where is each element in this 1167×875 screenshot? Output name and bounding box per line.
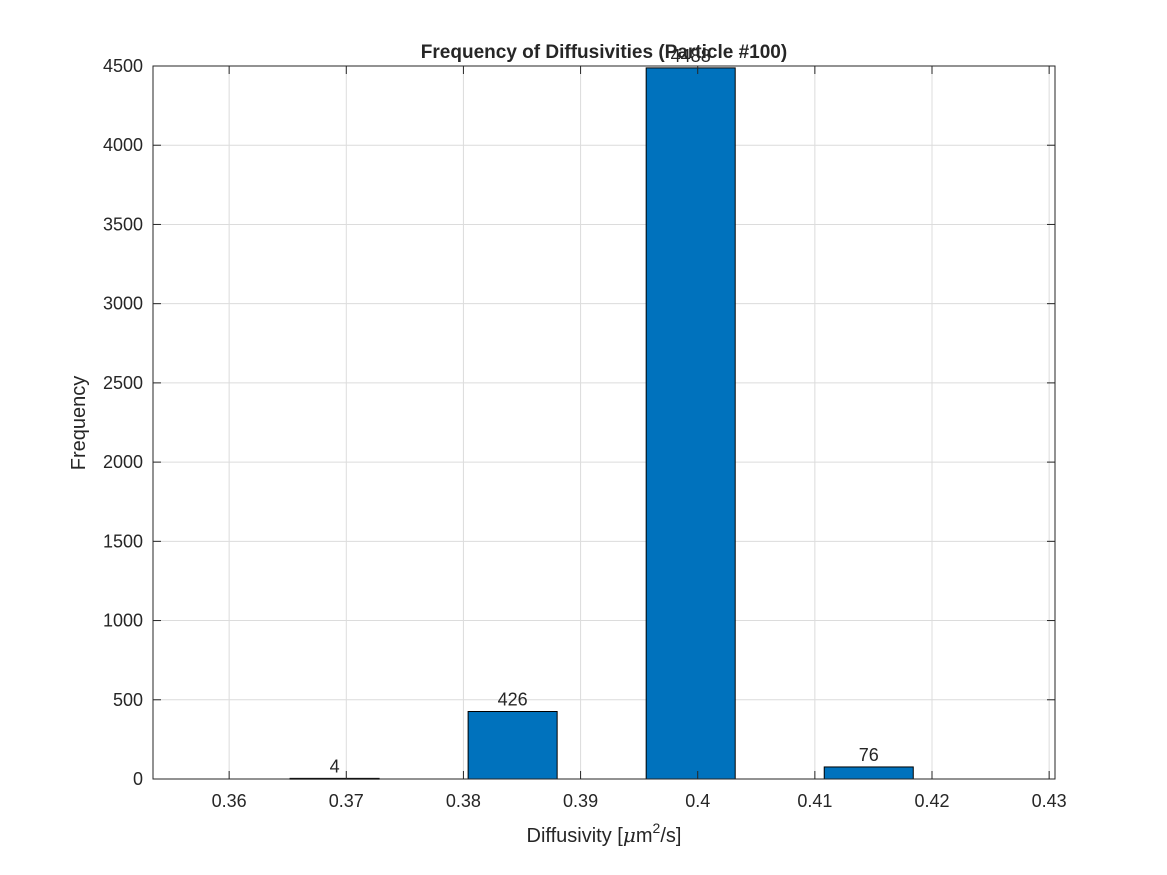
y-tick-label: 2000: [103, 452, 143, 472]
y-tick-label: 500: [113, 690, 143, 710]
x-tick-label: 0.41: [797, 791, 832, 811]
histogram-bar: [645, 67, 736, 780]
x-axis-label-mu: μ: [623, 823, 636, 847]
y-tick-label: 1500: [103, 531, 143, 551]
x-tick-label: 0.42: [914, 791, 949, 811]
y-tick-label: 0: [133, 769, 143, 789]
y-tick-label: 3000: [103, 294, 143, 314]
y-tick-label: 4500: [103, 56, 143, 76]
x-tick-label: 0.38: [446, 791, 481, 811]
y-tick-label: 2500: [103, 373, 143, 393]
bar-value-label: 426: [498, 690, 528, 710]
plot-area-border: [152, 65, 1056, 780]
x-tick-label: 0.39: [563, 791, 598, 811]
bar-value-label: 76: [859, 745, 879, 765]
x-axis-label: Diffusivity [μm2/s]: [527, 820, 682, 847]
x-tick-label: 0.43: [1032, 791, 1067, 811]
histogram-bar: [823, 766, 914, 780]
y-axis-label: Frequency: [68, 376, 90, 471]
y-tick-label: 4000: [103, 135, 143, 155]
bar-labels: 4 426 4488 76: [330, 46, 879, 776]
bar-value-label: 4: [330, 756, 340, 776]
chart-title: Frequency of Diffusivities (Particle #10…: [421, 42, 787, 63]
histogram-bar: [467, 711, 558, 780]
grid: [153, 65, 1055, 780]
x-tick-label: 0.36: [212, 791, 247, 811]
x-axis-label-prefix: Diffusivity [: [527, 825, 624, 847]
y-tick-label: 3500: [103, 214, 143, 234]
x-tick-label: 0.37: [329, 791, 364, 811]
ticks: 0.36 0.37 0.38 0.39 0.4 0.41 0.42 0.43 0 500 1000 1…: [103, 56, 1067, 811]
x-axis-label-exponent: 2: [653, 820, 661, 836]
bars: [289, 67, 914, 780]
bar-value-label: 4488: [671, 46, 711, 66]
y-tick-label: 1000: [103, 611, 143, 631]
x-axis-label-unit: m: [636, 825, 653, 847]
x-axis-label-suffix: /s]: [660, 825, 681, 847]
x-tick-label: 0.4: [685, 791, 710, 811]
